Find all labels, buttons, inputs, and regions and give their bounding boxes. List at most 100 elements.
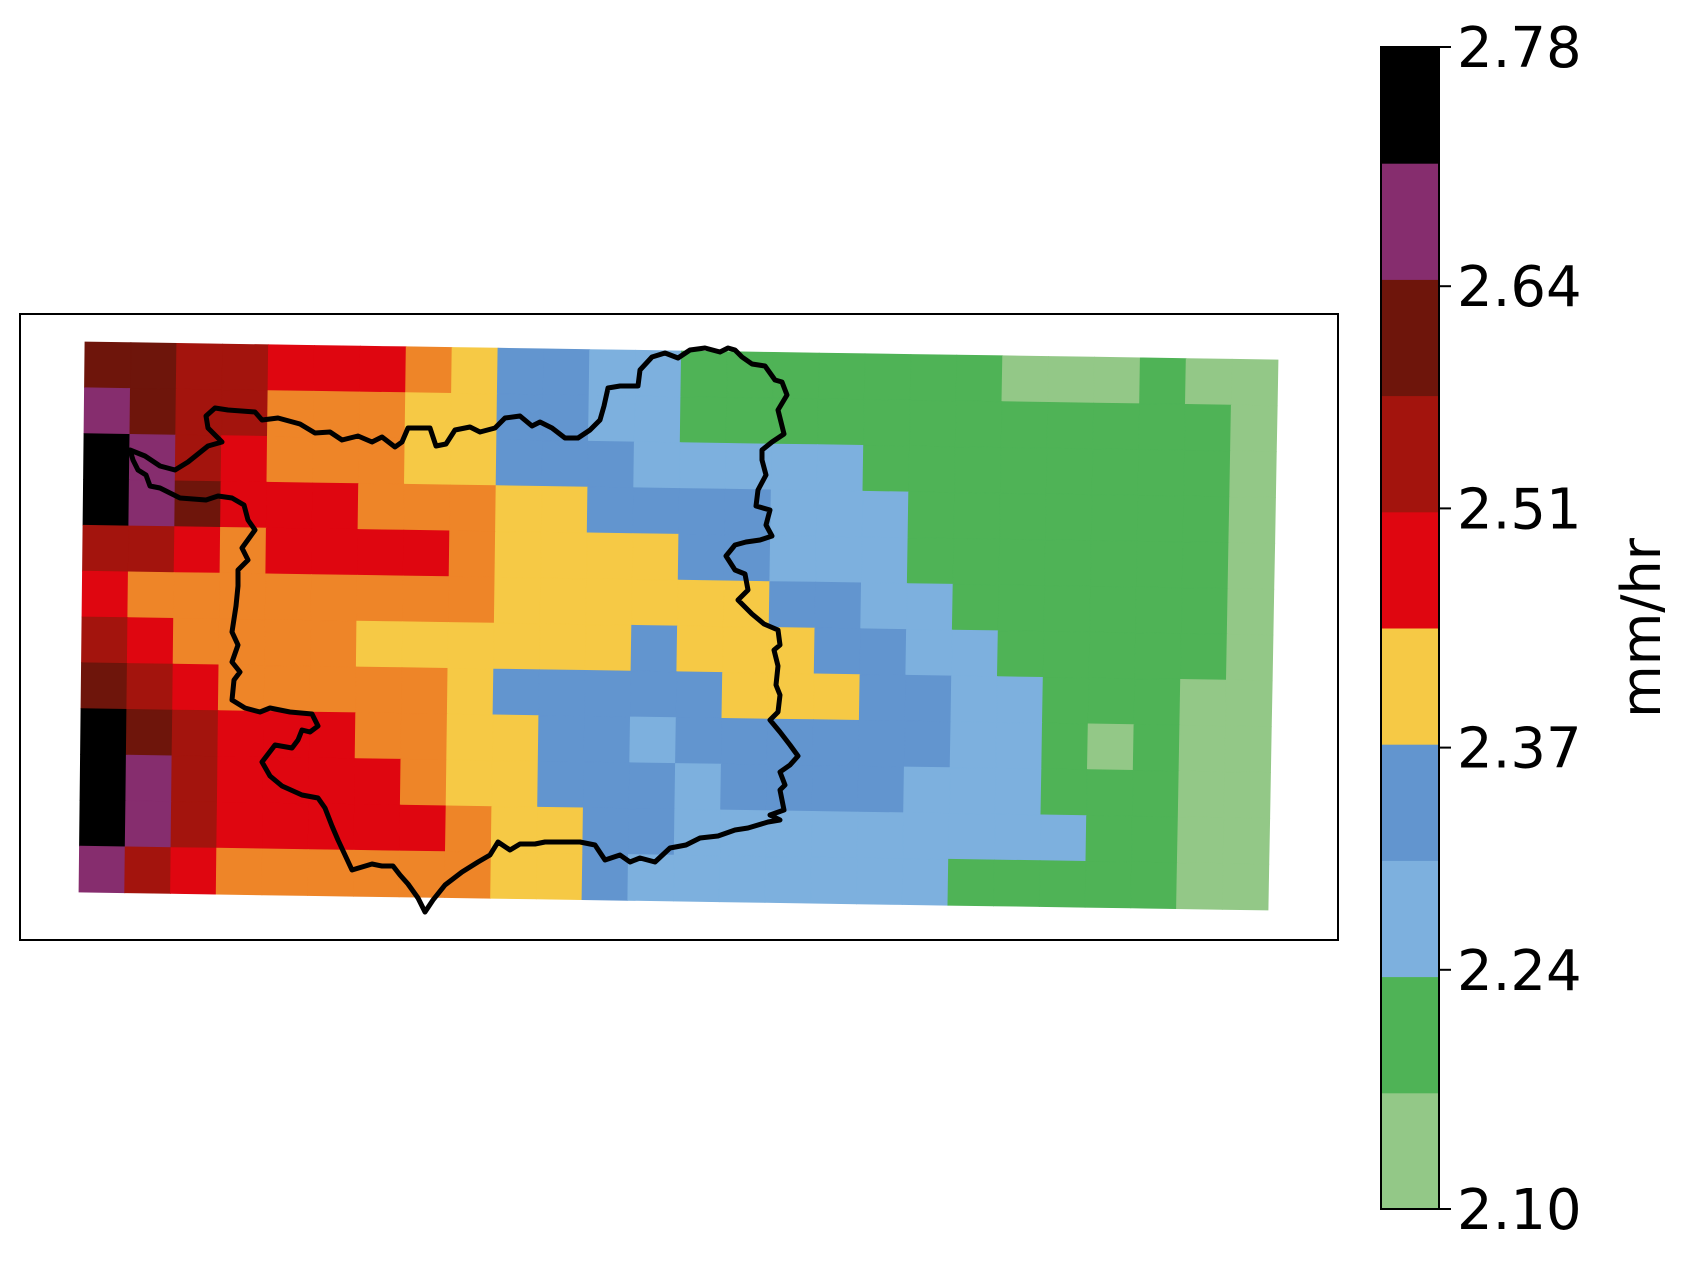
heatmap-cell [680, 397, 727, 444]
heatmap-cell [633, 488, 680, 535]
heatmap-cell [1091, 495, 1138, 542]
heatmap-cell [1132, 770, 1179, 817]
colorbar-ticks: 2.10 2.24 2.37 2.51 2.64 2.78 [1439, 16, 1582, 1243]
heatmap-cell [267, 436, 313, 483]
heatmap-cell [951, 676, 998, 723]
colorbar-tick-label: 2.78 [1457, 16, 1582, 81]
heatmap-cell [994, 814, 1041, 861]
heatmap-cell [406, 347, 453, 394]
heatmap-cell [402, 622, 448, 669]
heatmap-cell [175, 481, 221, 528]
heatmap-cell [543, 349, 590, 396]
heatmap-cell [680, 443, 727, 490]
heatmap-cell [864, 400, 911, 447]
heatmap-cell [403, 576, 449, 623]
heatmap-cell [1092, 449, 1139, 496]
heatmap-cell [1045, 540, 1092, 587]
heatmap-cell [814, 628, 861, 675]
heatmap-cell [445, 806, 491, 853]
heatmap-cell [1135, 633, 1182, 680]
heatmap-cell [496, 440, 542, 487]
heatmap-cell [676, 672, 722, 719]
heatmap-cell [862, 491, 909, 538]
heatmap-cell [127, 618, 173, 665]
heatmap-cell [1177, 817, 1224, 864]
heatmap-cell [586, 579, 632, 626]
colorbar-bin [1381, 396, 1439, 513]
colorbar-tick-label: 2.10 [1457, 1178, 1582, 1243]
heatmap-cell [537, 807, 583, 854]
heatmap-cell [358, 484, 404, 531]
heatmap-cell [219, 619, 265, 666]
heatmap-cell [130, 343, 176, 390]
heatmap-cell [1093, 403, 1140, 450]
heatmap-cell [588, 395, 635, 442]
heatmap-cell [539, 624, 586, 671]
heatmap-cell [1000, 448, 1047, 495]
heatmap-cell [400, 805, 446, 852]
heatmap-cell [313, 437, 360, 484]
heatmap-cell [907, 538, 954, 585]
heatmap-cell [1136, 541, 1183, 588]
heatmap-cell [1089, 632, 1136, 679]
heatmap-cell [723, 627, 770, 674]
heatmap-cell [859, 720, 906, 767]
heatmap-cell [994, 860, 1041, 907]
heatmap-cell [1180, 679, 1227, 726]
heatmap-cell [1090, 586, 1137, 633]
heatmap-cell [1002, 356, 1049, 403]
heatmap-cell [1131, 862, 1178, 909]
heatmap-cell [584, 716, 630, 763]
heatmap-cell [1231, 405, 1278, 452]
heatmap-cell [1177, 863, 1224, 910]
heatmap-cell [448, 623, 494, 670]
heatmap-cell [401, 714, 447, 761]
heatmap-cell [725, 489, 772, 536]
heatmap-cell [583, 808, 629, 855]
heatmap-cell [83, 480, 129, 527]
heatmap-cell [997, 631, 1044, 678]
heatmap-cell [1181, 634, 1228, 681]
heatmap-cell [1178, 771, 1225, 818]
heatmap-grid [79, 342, 1278, 910]
heatmap-cell [773, 352, 820, 399]
heatmap-cell [172, 710, 218, 757]
heatmap-cell [765, 857, 811, 904]
heatmap-cell [722, 673, 769, 720]
heatmap-cell [176, 389, 222, 436]
heatmap-cell [125, 847, 171, 894]
heatmap-cell [1087, 770, 1134, 817]
heatmap-cell [494, 577, 540, 624]
heatmap-cell [674, 809, 720, 856]
heatmap-cell [950, 722, 997, 769]
heatmap-cell [540, 578, 586, 625]
heatmap-cell [721, 718, 767, 765]
heatmap-cell [908, 492, 955, 539]
heatmap-cell [629, 763, 675, 810]
heatmap-cell [265, 620, 311, 667]
heatmap-cell [1223, 818, 1270, 865]
heatmap-cell [952, 584, 999, 631]
heatmap-cell [585, 625, 632, 672]
heatmap-cell [541, 486, 588, 533]
heatmap-cell [817, 445, 864, 492]
heatmap-cell [998, 585, 1044, 632]
heatmap-cell [815, 582, 862, 629]
heatmap-cell [1046, 494, 1093, 541]
colorbar-bin [1381, 1093, 1439, 1210]
heatmap-cell [906, 630, 953, 677]
heatmap-cell [1183, 496, 1230, 542]
heatmap-cell [312, 483, 358, 530]
heatmap-cell [497, 348, 544, 395]
heatmap-cell [771, 444, 818, 491]
heatmap-cell [1000, 493, 1047, 540]
heatmap-cell [771, 490, 818, 537]
heatmap-cell [493, 669, 539, 716]
colorbar-bin [1381, 512, 1439, 629]
heatmap-cell [630, 671, 676, 718]
heatmap-cell [1041, 769, 1088, 816]
heatmap-cell [353, 850, 399, 897]
heatmap-cell [217, 757, 263, 804]
heatmap-cell [400, 759, 446, 806]
heatmap-cell [811, 857, 857, 904]
